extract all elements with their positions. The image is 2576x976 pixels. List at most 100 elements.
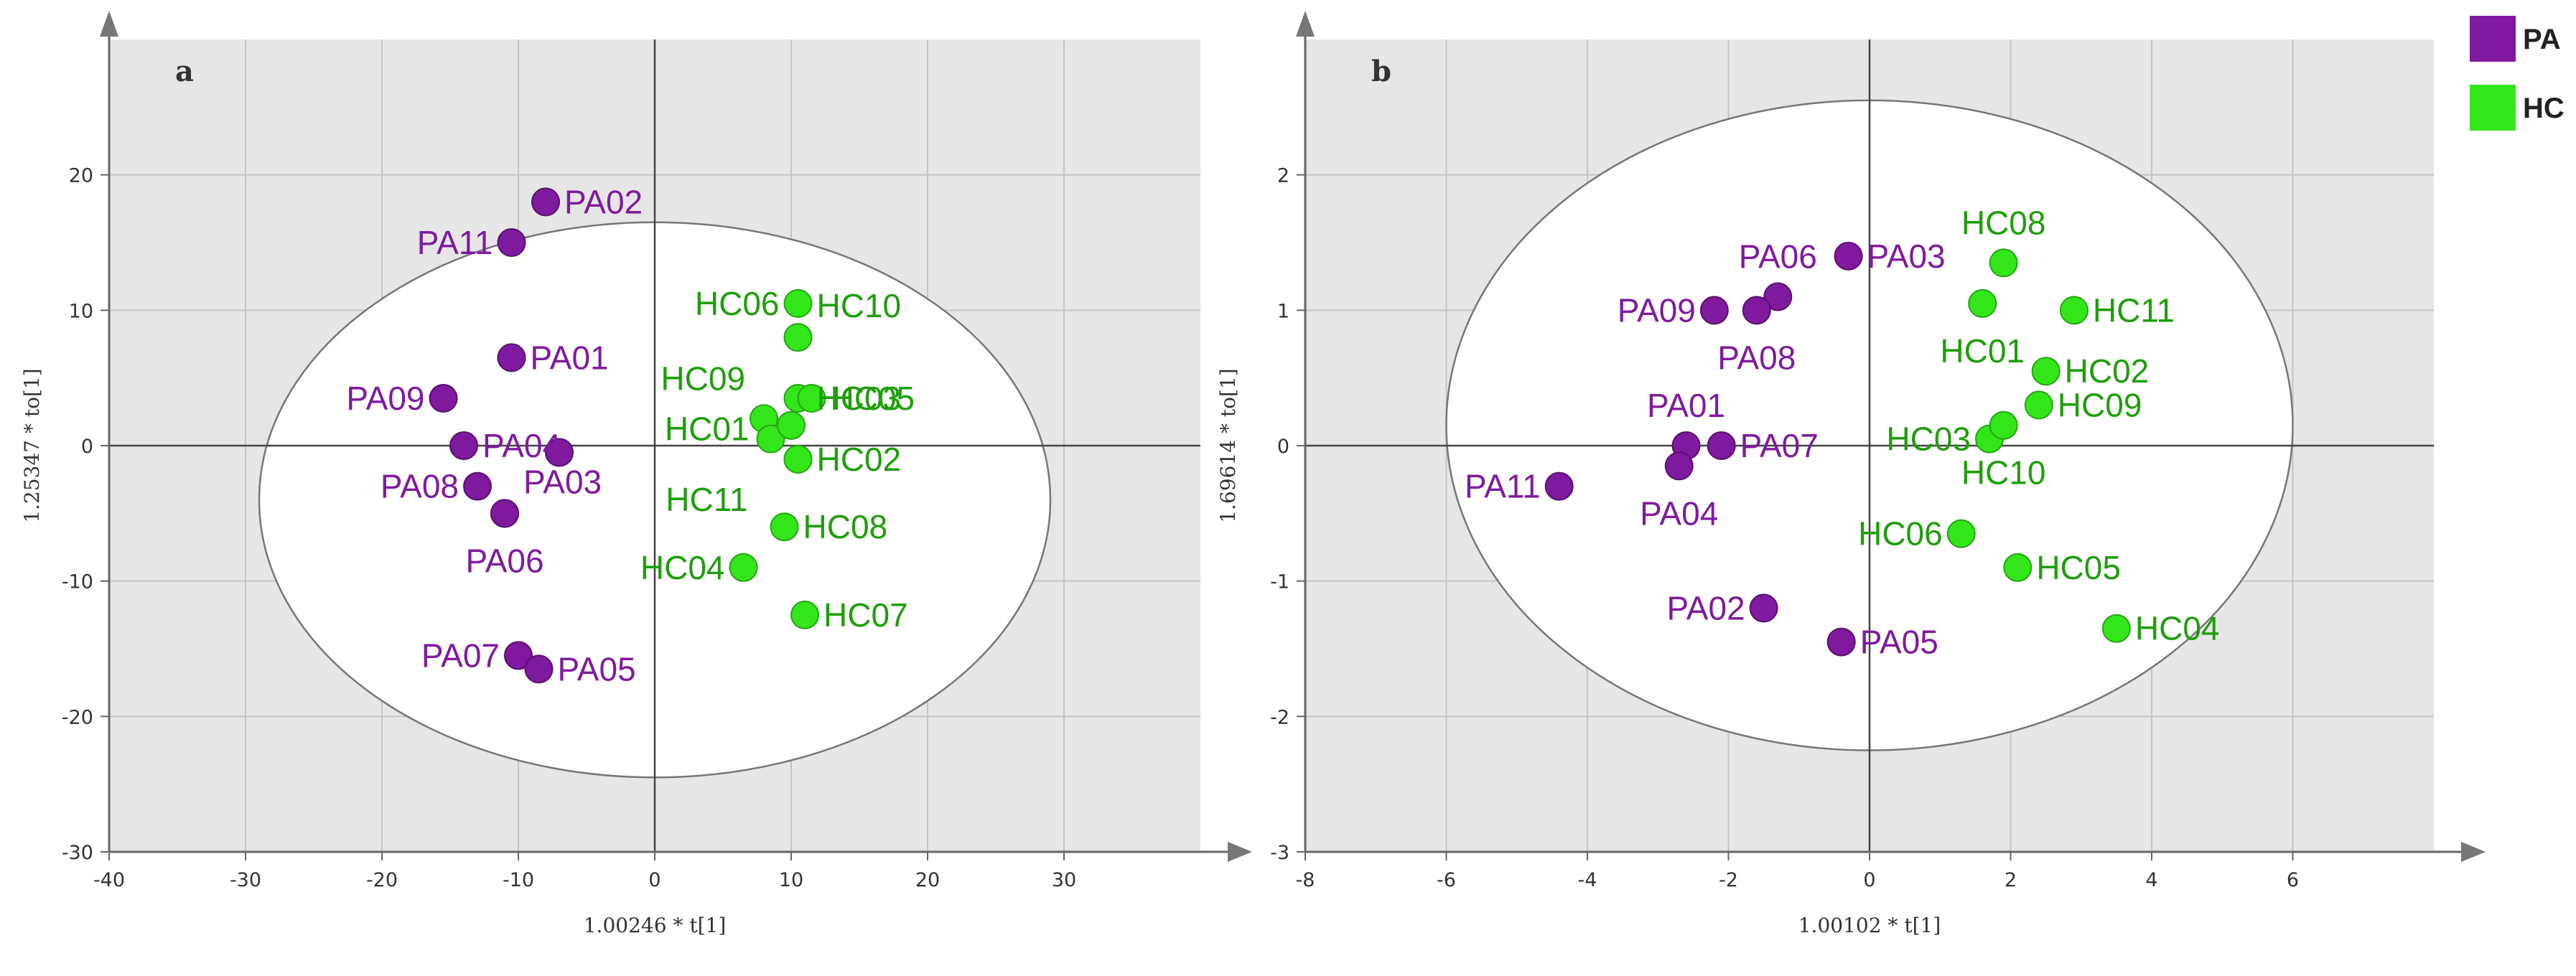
y-axis-arrow bbox=[1296, 11, 1315, 37]
point-label: PA01 bbox=[1647, 387, 1725, 424]
panel-label: a bbox=[175, 55, 194, 88]
point-pa bbox=[1664, 451, 1694, 481]
x-tick-label: 0 bbox=[1863, 869, 1875, 891]
point-hc bbox=[2101, 614, 2131, 643]
point-label: HC03 bbox=[817, 380, 902, 417]
legend-label: PA bbox=[2523, 24, 2561, 55]
point-label: HC02 bbox=[2065, 352, 2150, 390]
y-tick-label: 0 bbox=[1277, 436, 1289, 458]
point-label: PA11 bbox=[417, 224, 493, 261]
legend-swatch-hc bbox=[2470, 85, 2516, 131]
x-tick-label: -30 bbox=[230, 869, 261, 891]
point-label: HC08 bbox=[803, 508, 888, 545]
x-tick-label: 2 bbox=[2005, 869, 2017, 891]
data-points bbox=[429, 187, 826, 684]
x-tick-label: 6 bbox=[2287, 869, 2299, 891]
point-label: PA07 bbox=[421, 637, 500, 674]
point-labels: PA03 PA06 PA09 PA08 PA01 PA07 PA04 PA11 PA02 PA05… bbox=[1465, 204, 2219, 660]
point-pa bbox=[531, 187, 560, 217]
point-label: HC07 bbox=[823, 596, 908, 634]
point-pa bbox=[1707, 431, 1736, 460]
x-tick-label: -8 bbox=[1296, 869, 1315, 891]
point-label: PA06 bbox=[465, 542, 543, 579]
point-label: HC04 bbox=[2135, 610, 2220, 647]
point-label: HC08 bbox=[1961, 204, 2046, 241]
panel-label: b bbox=[1371, 55, 1391, 88]
point-pa bbox=[1763, 282, 1793, 311]
point-pa bbox=[1544, 471, 1574, 501]
point-pa bbox=[1834, 241, 1863, 271]
x-tick-label: 10 bbox=[779, 869, 803, 891]
point-label: PA04 bbox=[1640, 494, 1718, 532]
point-hc bbox=[2024, 390, 2053, 420]
x-axis-arrow bbox=[2461, 842, 2486, 862]
point-hc bbox=[777, 410, 806, 440]
x-tick-label: 30 bbox=[1052, 869, 1076, 891]
point-label: HC03 bbox=[1886, 421, 1971, 458]
x-axis-title: 1.00102 * t[1] bbox=[1798, 914, 1941, 937]
point-pa bbox=[497, 343, 526, 372]
point-label: PA03 bbox=[523, 463, 602, 500]
point-label: PA06 bbox=[1739, 238, 1817, 275]
point-label: HC04 bbox=[640, 549, 725, 586]
point-label: HC11 bbox=[666, 481, 747, 518]
point-pa bbox=[504, 641, 533, 670]
point-label: HC09 bbox=[2058, 386, 2142, 423]
point-hc bbox=[2031, 357, 2061, 386]
point-label: PA09 bbox=[1618, 291, 1696, 329]
point-pa bbox=[497, 228, 526, 257]
x-tick-label: 20 bbox=[915, 869, 940, 891]
y-tick-label: -10 bbox=[62, 571, 93, 593]
x-tick-label: -10 bbox=[503, 869, 534, 891]
point-label: PA08 bbox=[1717, 339, 1796, 376]
point-label: PA05 bbox=[558, 650, 636, 688]
point-hc bbox=[790, 600, 819, 629]
point-label: PA01 bbox=[531, 339, 609, 376]
y-tick-label: 1 bbox=[1277, 300, 1289, 322]
x-tick-label: -20 bbox=[366, 869, 398, 891]
point-hc bbox=[2003, 553, 2033, 582]
data-points bbox=[1544, 241, 2131, 657]
point-hc bbox=[1946, 519, 1976, 548]
y-tick-label: -20 bbox=[62, 706, 93, 728]
legend-label: HC bbox=[2523, 93, 2565, 124]
point-label: PA02 bbox=[1667, 589, 1745, 627]
point-label: PA02 bbox=[564, 183, 643, 220]
y-axis-arrow bbox=[100, 11, 118, 37]
point-label: HC10 bbox=[1961, 454, 2046, 492]
score-plot-a: -40 -30 -20 -10 0 10 20 30-30-20-10010201.00246… bbox=[20, 11, 1252, 937]
y-axis-title: 1.69614 * to[1] bbox=[1216, 368, 1240, 522]
point-hc bbox=[2059, 296, 2089, 325]
x-tick-label: -4 bbox=[1578, 869, 1597, 891]
point-label: HC09 bbox=[661, 360, 745, 397]
point-hc bbox=[783, 444, 813, 474]
point-label: HC06 bbox=[695, 285, 780, 322]
legend: PA HC bbox=[2470, 16, 2565, 131]
point-pa bbox=[545, 438, 574, 467]
point-hc bbox=[783, 288, 813, 318]
y-tick-label: -3 bbox=[1270, 842, 1289, 864]
y-tick-label: 0 bbox=[81, 436, 93, 458]
point-hc bbox=[797, 383, 826, 413]
point-hc bbox=[770, 512, 799, 542]
point-pa bbox=[524, 654, 554, 684]
y-tick-label: 20 bbox=[69, 165, 93, 187]
y-tick-label: -2 bbox=[1270, 706, 1289, 728]
legend-swatch-pa bbox=[2470, 16, 2516, 62]
y-tick-label: -30 bbox=[62, 842, 93, 864]
x-tick-label: 4 bbox=[2145, 869, 2157, 891]
y-axis-title: 1.25347 * to[1] bbox=[20, 368, 44, 522]
y-tick-label: -1 bbox=[1270, 571, 1289, 593]
y-tick-label: 2 bbox=[1277, 165, 1289, 187]
point-hc bbox=[1968, 288, 1997, 318]
point-label: HC01 bbox=[665, 410, 750, 448]
x-tick-label: -2 bbox=[1719, 869, 1738, 891]
x-tick-label: 0 bbox=[648, 869, 661, 891]
point-pa bbox=[1699, 296, 1729, 325]
point-label: PA11 bbox=[1465, 468, 1541, 505]
point-pa bbox=[463, 471, 492, 501]
point-label: PA04 bbox=[482, 427, 561, 464]
point-hc bbox=[1989, 248, 2018, 278]
point-label: HC11 bbox=[2093, 291, 2175, 329]
